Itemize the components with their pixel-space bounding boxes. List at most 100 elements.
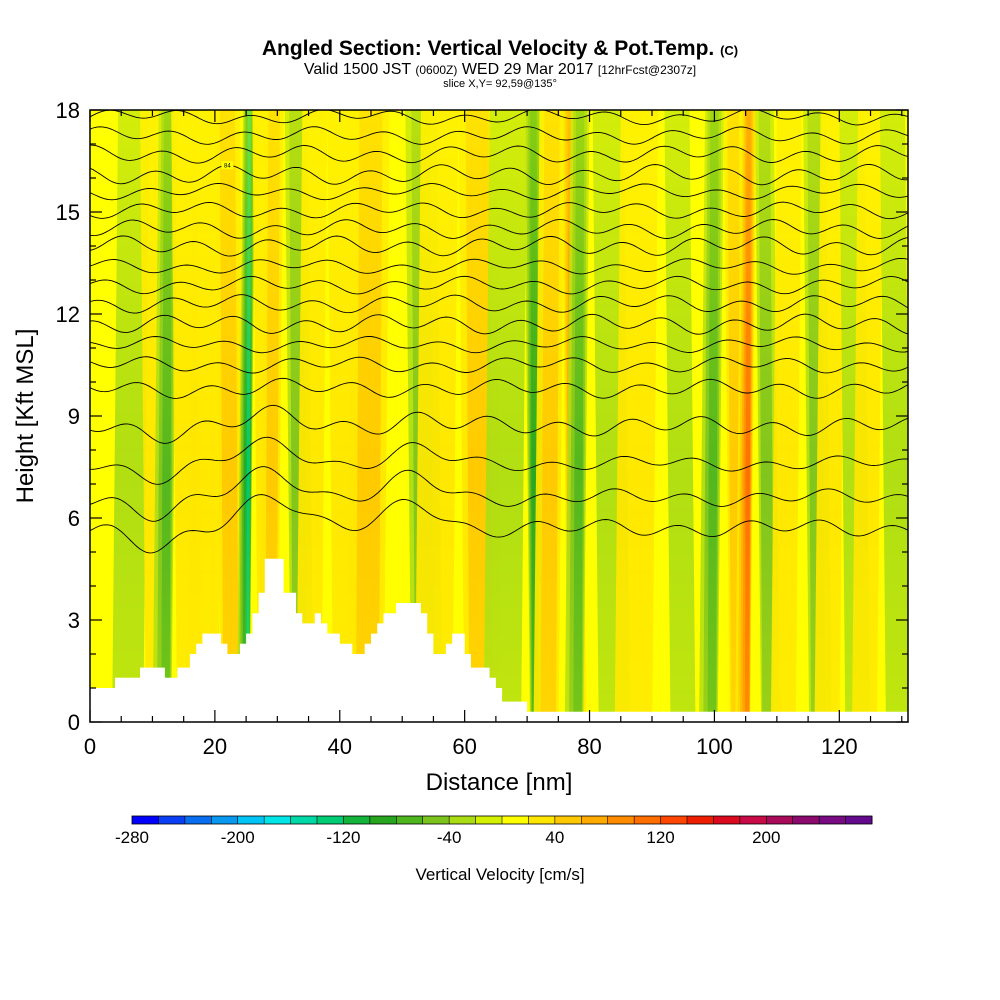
colorbar-tick-label: 120: [646, 828, 674, 847]
isentrope-line: [90, 494, 908, 554]
colorbar-swatch: [634, 816, 662, 824]
valid-time: Valid 1500 JST: [303, 61, 411, 78]
isentrope-line: [90, 294, 908, 314]
forecast-info: [12hrFcst@2307z]: [597, 63, 697, 77]
isentrope-line: [90, 235, 908, 257]
utc-time: (0600Z): [415, 63, 458, 77]
colorbar-swatch: [554, 816, 582, 824]
velocity-band-level: [573, 110, 585, 722]
velocity-band-level: [112, 110, 150, 722]
y-tick-label: 18: [56, 98, 80, 123]
colorbar-tick-label: -40: [437, 828, 462, 847]
y-tick-label: 0: [68, 710, 80, 735]
velocity-band-level: [852, 110, 884, 722]
isentrope-line: [90, 144, 908, 164]
isentrope-line: [90, 377, 908, 399]
velocity-band: [296, 110, 328, 722]
colorbar-swatch: [396, 816, 424, 824]
isentrope-line: [90, 201, 908, 220]
velocity-band: [483, 110, 528, 722]
x-axis-label: Distance [nm]: [426, 769, 573, 796]
velocity-band-level: [814, 110, 846, 722]
velocity-band: [152, 110, 178, 722]
colorbar-tick-label: -280: [115, 828, 149, 847]
colorbar-swatch: [607, 816, 635, 824]
isentrope-line: [90, 336, 908, 354]
velocity-band-level: [187, 110, 225, 722]
velocity-band-level: [161, 110, 173, 722]
colorbar-tick-label: -200: [221, 828, 255, 847]
velocity-band: [236, 110, 256, 722]
title-mark: (C): [720, 43, 739, 58]
colorbar-swatch: [581, 816, 609, 824]
colorbar-swatch: [184, 816, 212, 824]
colorbar-swatch: [713, 816, 741, 824]
colorbar-tick-label: 40: [545, 828, 564, 847]
y-tick-label: 9: [68, 404, 80, 429]
y-tick-label: 6: [68, 506, 80, 531]
isentrope-line: [90, 219, 908, 239]
velocity-band: [533, 110, 565, 722]
valid-date: WED 29 Mar 2017: [461, 61, 594, 78]
chart-subtitle: Valid 1500 JST (0600Z) WED 29 Mar 2017 […: [0, 61, 1000, 79]
isentrope-label-bg: [221, 161, 234, 170]
isentrope-line: [90, 313, 908, 335]
colorbar-swatch: [290, 816, 318, 824]
velocity-band: [187, 110, 225, 722]
colorbar-swatch: [687, 816, 714, 824]
velocity-band: [214, 110, 246, 722]
velocity-band: [112, 110, 150, 722]
isentrope-line: [90, 275, 908, 295]
y-tick-label: 3: [68, 608, 80, 633]
velocity-band-level: [540, 110, 560, 722]
velocity-bands: [112, 110, 908, 722]
colorbar-label: Vertical Velocity [cm/s]: [415, 865, 584, 884]
vertical-velocity-field: [112, 110, 908, 722]
x-tick-label: 40: [328, 734, 352, 759]
velocity-band-level: [483, 110, 528, 722]
colorbar: -280 -200 -120 -40 40 120 200: [115, 815, 873, 847]
colorbar-swatch: [819, 816, 847, 824]
colorbar-swatch: [766, 816, 794, 824]
colorbar-swatch: [264, 816, 292, 824]
terrain-profile: [90, 558, 908, 722]
velocity-band: [770, 110, 802, 722]
isentrope-line: [90, 404, 908, 444]
x-tick-label: 60: [452, 734, 476, 759]
colorbar-swatch: [739, 816, 767, 824]
x-tick-label: 0: [84, 734, 96, 759]
isentrope-line: [90, 126, 908, 145]
isentrope-line: [90, 257, 908, 275]
colorbar-swatch: [528, 816, 556, 824]
velocity-band-level: [707, 110, 719, 722]
colorbar-swatch: [422, 816, 450, 824]
isentrope-label: 84: [224, 164, 231, 170]
colorbar-swatch: [369, 816, 397, 824]
velocity-band: [814, 110, 846, 722]
x-tick-label: 120: [821, 734, 858, 759]
colorbar-swatch: [660, 816, 688, 824]
colorbar-swatch: [132, 816, 159, 824]
velocity-band: [346, 110, 390, 722]
velocity-band-level: [355, 110, 383, 722]
y-tick-label: 15: [56, 200, 80, 225]
colorbar-swatch: [502, 816, 529, 824]
colorbar-swatch: [449, 816, 477, 824]
y-tick-label: 12: [56, 302, 80, 327]
colorbar-swatch: [475, 816, 503, 824]
colorbar-swatch: [237, 816, 265, 824]
isentrope-line: [90, 466, 908, 522]
isentrope-line: [90, 356, 908, 374]
isentrope-line: [90, 436, 908, 485]
velocity-band-level: [414, 110, 459, 722]
chart-title: Angled Section: Vertical Velocity & Pot.…: [0, 37, 1000, 61]
velocity-band: [564, 110, 590, 722]
x-tick-label: 80: [577, 734, 601, 759]
velocity-band-level: [614, 110, 659, 722]
colorbar-tick-label: -120: [326, 828, 360, 847]
velocity-band-level: [219, 110, 239, 722]
x-tick-label: 100: [696, 734, 733, 759]
velocity-band: [852, 110, 884, 722]
slice-label: slice X,Y= 92,59@135°: [443, 78, 557, 90]
